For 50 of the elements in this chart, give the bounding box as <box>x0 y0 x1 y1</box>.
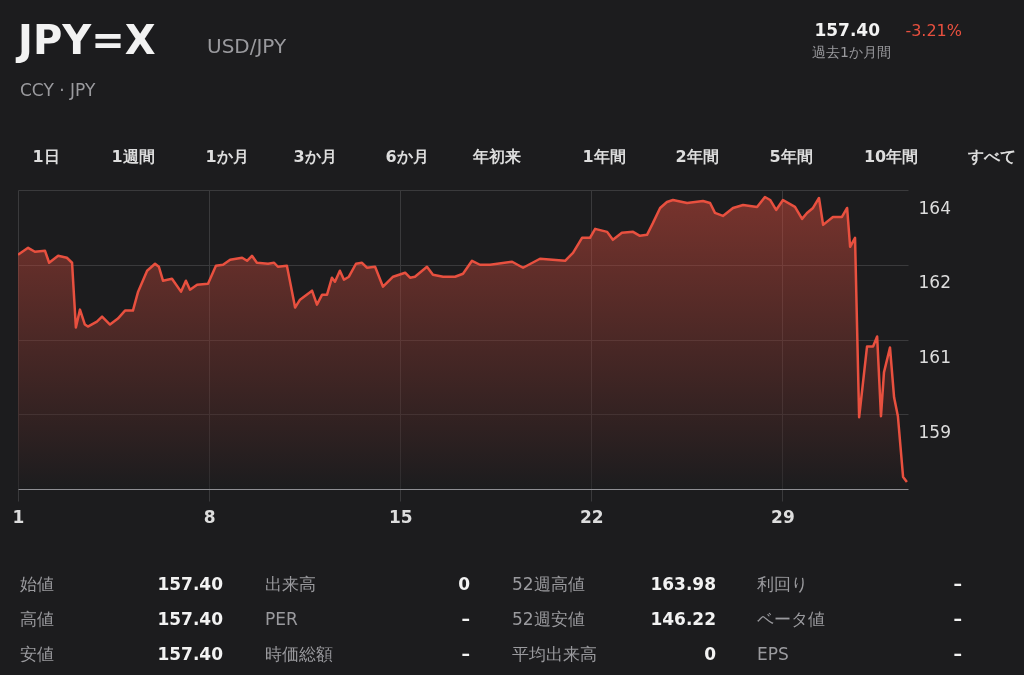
y-tick-label: 161 <box>918 347 951 367</box>
text: 1年間 <box>582 147 626 166</box>
text: 利回り <box>757 574 808 594</box>
x-tick-label: 15 <box>388 506 413 527</box>
text: 時価総額 <box>265 644 333 664</box>
text: EPS <box>757 644 789 664</box>
text: 5年間 <box>769 147 813 166</box>
text: -3.21% <box>905 21 962 40</box>
text: ベータ値 <box>757 609 825 629</box>
x-tick-label: 8 <box>203 506 216 527</box>
text: 157.40 <box>157 609 224 629</box>
text: 始値 <box>20 574 54 594</box>
text: 146.22 <box>650 609 716 629</box>
text: 過去1か月間 <box>812 44 891 60</box>
text: 出来高 <box>265 574 316 594</box>
text: 157.40 <box>157 574 224 594</box>
text: – <box>953 609 962 629</box>
text: PER <box>265 609 298 629</box>
text: すべて <box>967 147 1016 166</box>
text: 10年間 <box>863 147 919 166</box>
text: 2年間 <box>675 147 719 166</box>
y-tick-label: 162 <box>918 272 951 293</box>
text: 52週安値 <box>512 609 585 629</box>
text: – <box>953 644 962 664</box>
text: 52週高値 <box>512 574 585 594</box>
x-tick-label: 22 <box>579 506 604 527</box>
text: 安値 <box>20 644 54 664</box>
text: 163.98 <box>650 574 716 594</box>
text: 6か月 <box>385 147 429 166</box>
text: 1日 <box>32 147 60 166</box>
text: 1週間 <box>111 147 155 166</box>
text: 1か月 <box>205 147 249 166</box>
y-tick-label: 159 <box>918 421 951 442</box>
chart-subtitle: USD/JPY <box>207 34 287 58</box>
text: – <box>461 644 470 664</box>
y-tick-label: 164 <box>918 197 951 218</box>
chart-title: JPY=X <box>15 17 156 63</box>
x-tick-label: 1 <box>12 506 25 527</box>
text: 平均出来高 <box>512 644 597 664</box>
text: 3か月 <box>293 147 337 166</box>
text: 高値 <box>20 609 54 629</box>
text: 157.40 <box>157 644 224 664</box>
x-tick-label: 29 <box>771 506 795 527</box>
text: 0 <box>704 644 717 664</box>
text: – <box>953 574 962 594</box>
text: 0 <box>458 574 471 594</box>
text: CCY · JPY <box>20 80 96 100</box>
text: 年初来 <box>472 147 521 166</box>
text: 157.40 <box>814 20 881 40</box>
text: – <box>461 609 470 629</box>
